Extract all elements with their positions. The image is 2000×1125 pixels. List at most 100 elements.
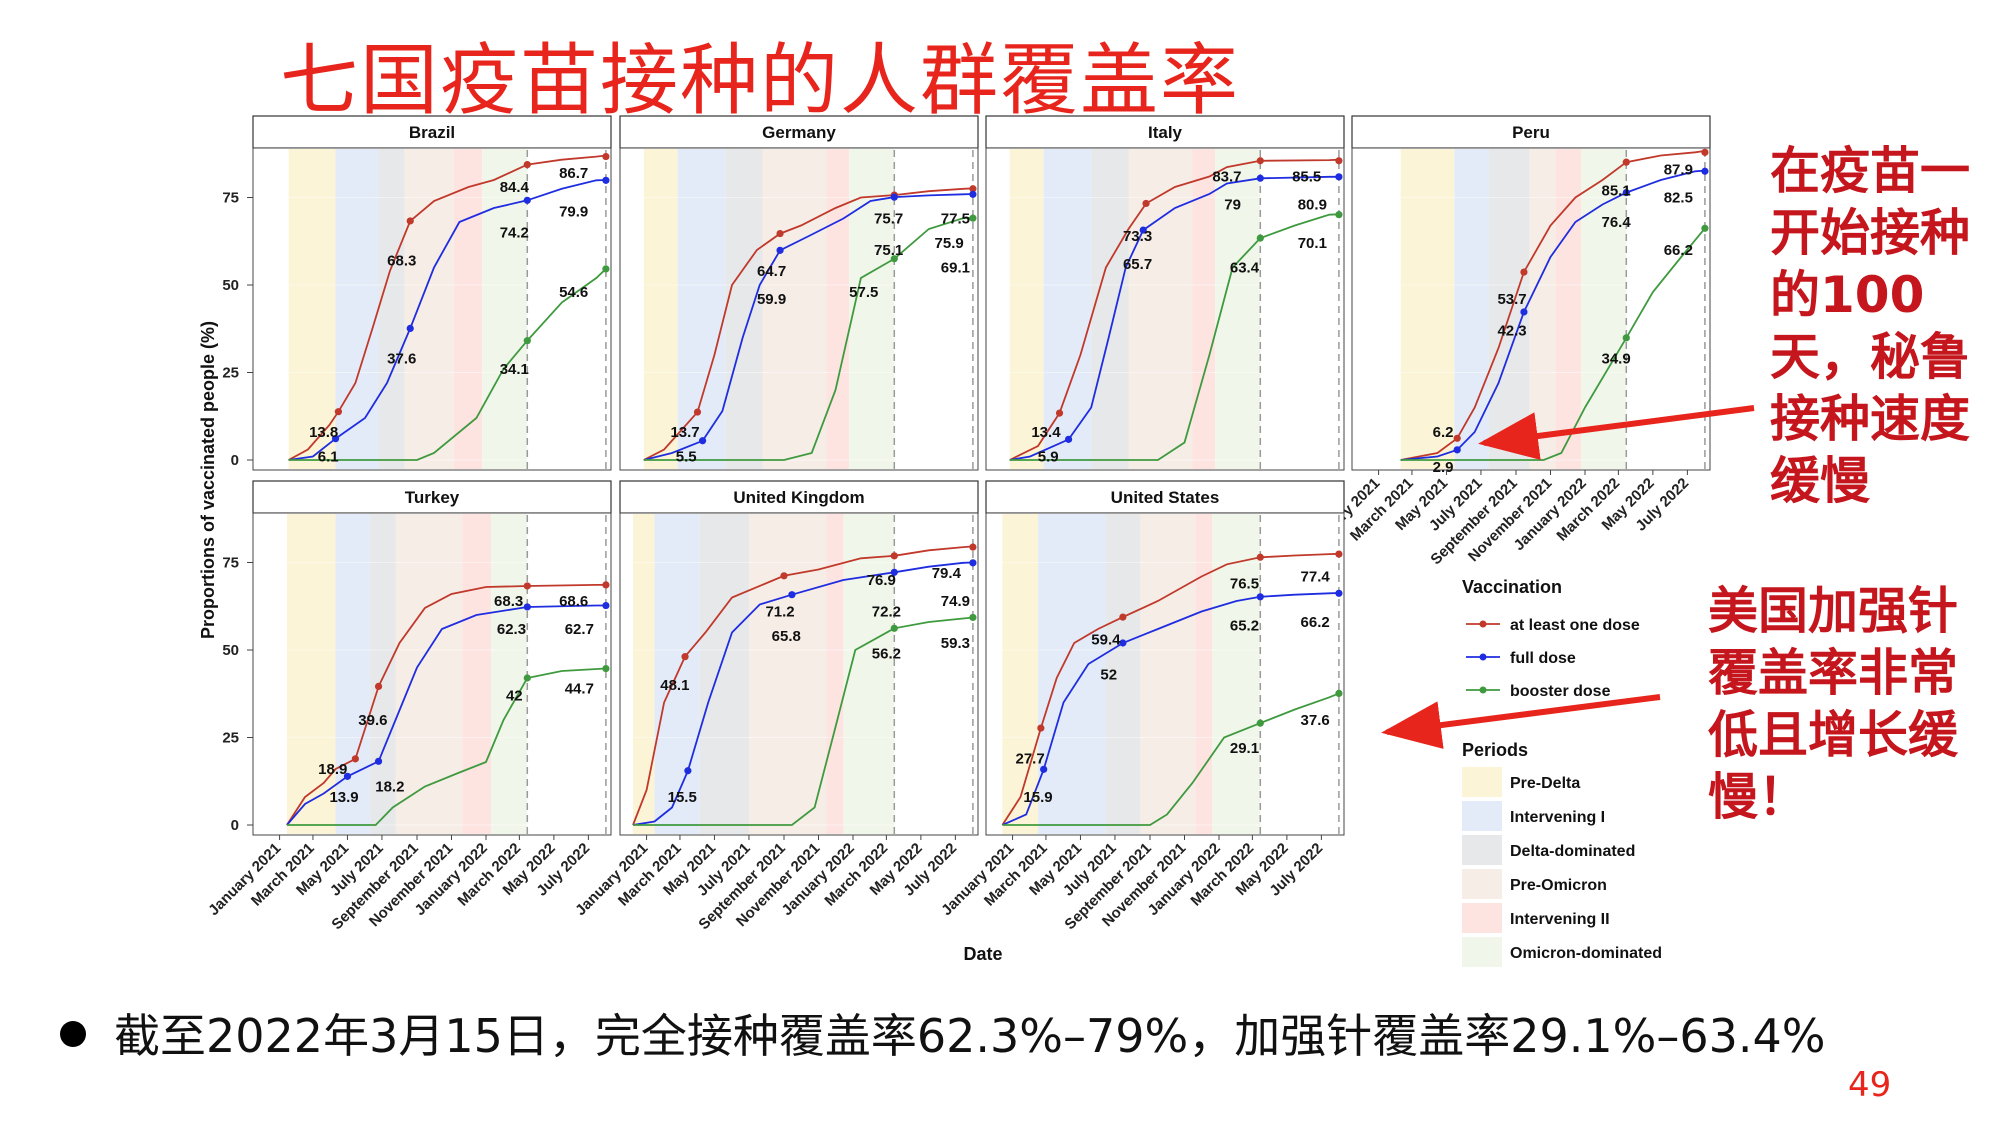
panel-title: Germany (762, 123, 836, 142)
slide-title: 七国疫苗接种的人群覆盖率 (280, 36, 1241, 126)
bullet-text: 截至2022年3月15日，完全接种覆盖率62.3%–79%，加强针覆盖率29.1… (114, 1009, 1826, 1063)
data-point (602, 152, 610, 161)
period-band (1128, 149, 1193, 469)
data-point (969, 613, 977, 622)
y-tick-label: 0 (231, 817, 239, 834)
bullet-dot-icon (60, 1020, 86, 1047)
y-axis-label: Proportions of vaccinated people (%) (198, 321, 218, 639)
period-band (748, 514, 827, 834)
plot-frame (619, 147, 979, 471)
data-label: 62.3 (497, 621, 526, 638)
data-point (890, 568, 898, 576)
panel-strip (252, 115, 612, 149)
series-line-booster-dose (1009, 213, 1339, 461)
y-tick-label: 50 (222, 642, 239, 659)
panel-title: Italy (1148, 123, 1183, 142)
panel-title: United States (1111, 488, 1220, 507)
data-point (602, 265, 610, 273)
plot-frame (252, 147, 612, 471)
data-point (1142, 199, 1150, 208)
data-point (523, 582, 531, 590)
plot-frame (985, 512, 1345, 836)
data-point (776, 246, 784, 254)
data-label: 72.2 (872, 604, 901, 621)
legend-title-periods: Periods (1462, 740, 1528, 760)
period-band (378, 149, 405, 469)
legend-key-point (1479, 686, 1487, 694)
period-band (1555, 149, 1582, 469)
data-label: 5.9 (1038, 449, 1059, 466)
series-line-booster-dose (288, 268, 607, 461)
data-label: 76.4 (1602, 214, 1632, 231)
data-point (1335, 157, 1343, 165)
data-label: 85.1 (1602, 183, 1631, 200)
legend-item-intervening-ii: Intervening II (1510, 911, 1610, 928)
plot-frame (985, 147, 1345, 471)
legend-key-period (1462, 801, 1502, 831)
period-band (482, 149, 528, 469)
legend-key-period (1462, 869, 1502, 899)
data-label: 68.3 (387, 253, 416, 270)
data-point (406, 324, 414, 332)
data-label: 37.6 (387, 351, 416, 368)
data-point (681, 653, 689, 661)
data-label: 59.3 (941, 635, 970, 652)
data-label: 39.6 (358, 712, 387, 729)
data-label: 42.3 (1497, 323, 1526, 340)
data-label: 44.7 (565, 681, 594, 698)
data-label: 57.5 (849, 284, 878, 301)
data-point (684, 767, 692, 775)
period-band (1195, 514, 1213, 834)
data-label: 18.9 (318, 761, 347, 778)
period-band (453, 149, 483, 469)
data-label: 76.9 (867, 572, 896, 589)
data-label: 64.7 (757, 263, 786, 280)
data-label: 13.4 (1031, 424, 1061, 441)
legend: Vaccination at least one dose full dose boo… (1462, 577, 1662, 967)
data-point (969, 190, 977, 198)
y-tick-label: 75 (222, 555, 239, 572)
series-line-full-dose (286, 604, 606, 826)
panel-peru: Peru 6.2 2.9 53.7 42.3 85.1 76.4 34.9 87.9 82.5 66… (1304, 115, 1711, 568)
data-point (1622, 158, 1630, 166)
data-point (1335, 211, 1343, 219)
data-label: 62.7 (565, 621, 594, 638)
data-point (890, 255, 898, 263)
annotation-arrow-peru (1478, 405, 1755, 460)
panel-italy: Italy 13.4 5.9 73.3 65.7 83.7 79 63.4 85.5 80.9 70… (985, 115, 1345, 471)
legend-item-omicron-dominated: Omicron-dominated (1510, 945, 1662, 962)
data-point (1520, 308, 1528, 316)
plot-frame (252, 512, 612, 836)
x-axis-label: Date (963, 944, 1002, 964)
data-label: 56.2 (872, 646, 901, 663)
y-tick-label: 25 (222, 730, 239, 747)
series-line-full-dose (632, 561, 973, 826)
series-line-at-least-one-dose (643, 187, 973, 461)
data-point (969, 559, 977, 567)
series-line-full-dose (643, 193, 973, 461)
legend-key-period (1462, 767, 1502, 797)
data-point (374, 682, 383, 691)
data-point (1335, 689, 1343, 698)
data-point (1335, 589, 1343, 597)
period-band (1400, 149, 1455, 469)
legend-item-at-least-one-dose: at least one dose (1510, 617, 1640, 634)
panel-title: Peru (1512, 123, 1550, 142)
data-point (406, 217, 414, 225)
data-label: 52 (1100, 667, 1117, 684)
period-band (335, 514, 371, 834)
period-band (1002, 514, 1039, 834)
data-label: 69.1 (941, 260, 970, 277)
data-label: 84.4 (500, 179, 530, 196)
data-label: 13.9 (329, 789, 358, 806)
data-point (1055, 409, 1064, 417)
panel-turkey: Turkey 18.9 13.9 39.6 18.2 68.3 62.3 42 68.6 62.7… (205, 480, 612, 933)
data-label: 13.7 (670, 424, 699, 441)
data-point (1520, 268, 1528, 276)
data-label: 66.2 (1664, 242, 1693, 259)
data-point (523, 196, 531, 204)
data-point (776, 229, 784, 238)
annotation-arrow-us (1381, 694, 1661, 749)
data-label: 79 (1224, 197, 1241, 214)
panel-united-states: United States 27.7 15.9 59.4 52 76.5 65.2 29.1 7… (938, 480, 1345, 933)
